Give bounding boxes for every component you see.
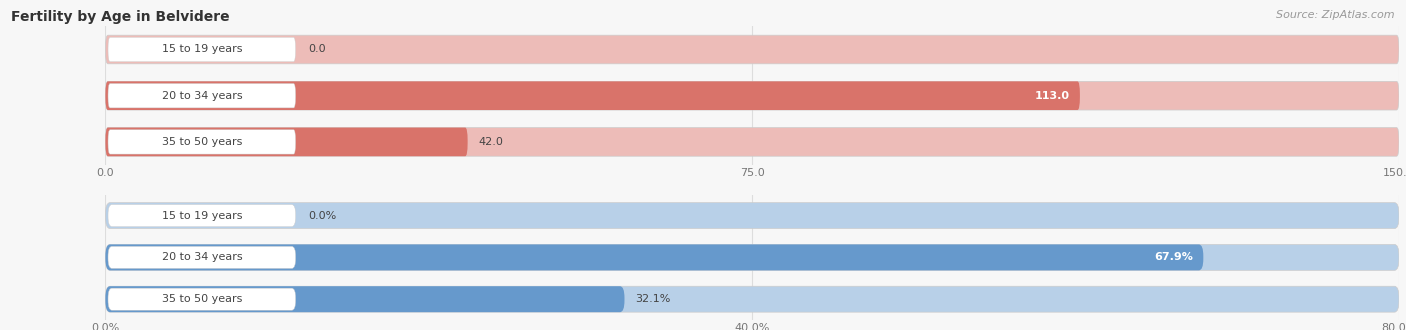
FancyBboxPatch shape bbox=[105, 286, 624, 312]
FancyBboxPatch shape bbox=[105, 245, 1204, 270]
FancyBboxPatch shape bbox=[105, 128, 468, 156]
FancyBboxPatch shape bbox=[105, 286, 1399, 312]
Text: 15 to 19 years: 15 to 19 years bbox=[162, 211, 242, 220]
FancyBboxPatch shape bbox=[108, 205, 295, 227]
Text: Fertility by Age in Belvidere: Fertility by Age in Belvidere bbox=[11, 10, 229, 24]
Text: 0.0%: 0.0% bbox=[308, 211, 337, 220]
Text: 20 to 34 years: 20 to 34 years bbox=[162, 91, 242, 101]
FancyBboxPatch shape bbox=[105, 35, 1399, 64]
Text: 32.1%: 32.1% bbox=[636, 294, 671, 304]
FancyBboxPatch shape bbox=[105, 203, 1399, 229]
FancyBboxPatch shape bbox=[108, 288, 295, 310]
Text: 20 to 34 years: 20 to 34 years bbox=[162, 252, 242, 262]
FancyBboxPatch shape bbox=[105, 82, 1399, 110]
Text: 0.0: 0.0 bbox=[308, 45, 326, 54]
Text: 42.0: 42.0 bbox=[478, 137, 503, 147]
Text: Source: ZipAtlas.com: Source: ZipAtlas.com bbox=[1277, 10, 1395, 20]
FancyBboxPatch shape bbox=[105, 128, 1399, 156]
FancyBboxPatch shape bbox=[105, 245, 1399, 270]
FancyBboxPatch shape bbox=[108, 37, 295, 62]
FancyBboxPatch shape bbox=[105, 82, 1080, 110]
Text: 67.9%: 67.9% bbox=[1154, 252, 1192, 262]
Text: 15 to 19 years: 15 to 19 years bbox=[162, 45, 242, 54]
FancyBboxPatch shape bbox=[108, 130, 295, 154]
FancyBboxPatch shape bbox=[108, 83, 295, 108]
Text: 35 to 50 years: 35 to 50 years bbox=[162, 294, 242, 304]
FancyBboxPatch shape bbox=[108, 247, 295, 268]
Text: 113.0: 113.0 bbox=[1035, 91, 1070, 101]
Text: 35 to 50 years: 35 to 50 years bbox=[162, 137, 242, 147]
